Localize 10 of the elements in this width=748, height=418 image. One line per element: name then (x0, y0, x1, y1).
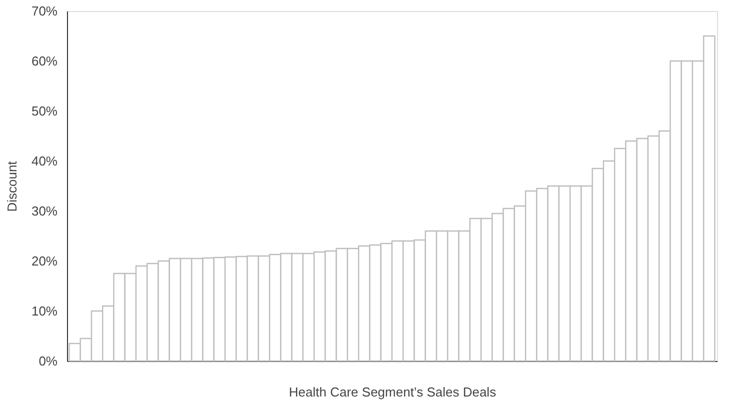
y-tick-label: 10% (31, 304, 58, 318)
y-axis-title: Discount (4, 160, 20, 212)
y-tick-label: 70% (31, 4, 58, 18)
y-tick-label: 50% (31, 104, 58, 118)
x-axis-title: Health Care Segment’s Sales Deals (288, 384, 497, 400)
y-tick-label: 30% (31, 204, 58, 218)
y-tick-label: 40% (31, 154, 58, 168)
y-tick-label: 20% (31, 254, 58, 268)
y-tick-label: 60% (31, 54, 58, 68)
y-tick-label: 0% (38, 354, 58, 368)
